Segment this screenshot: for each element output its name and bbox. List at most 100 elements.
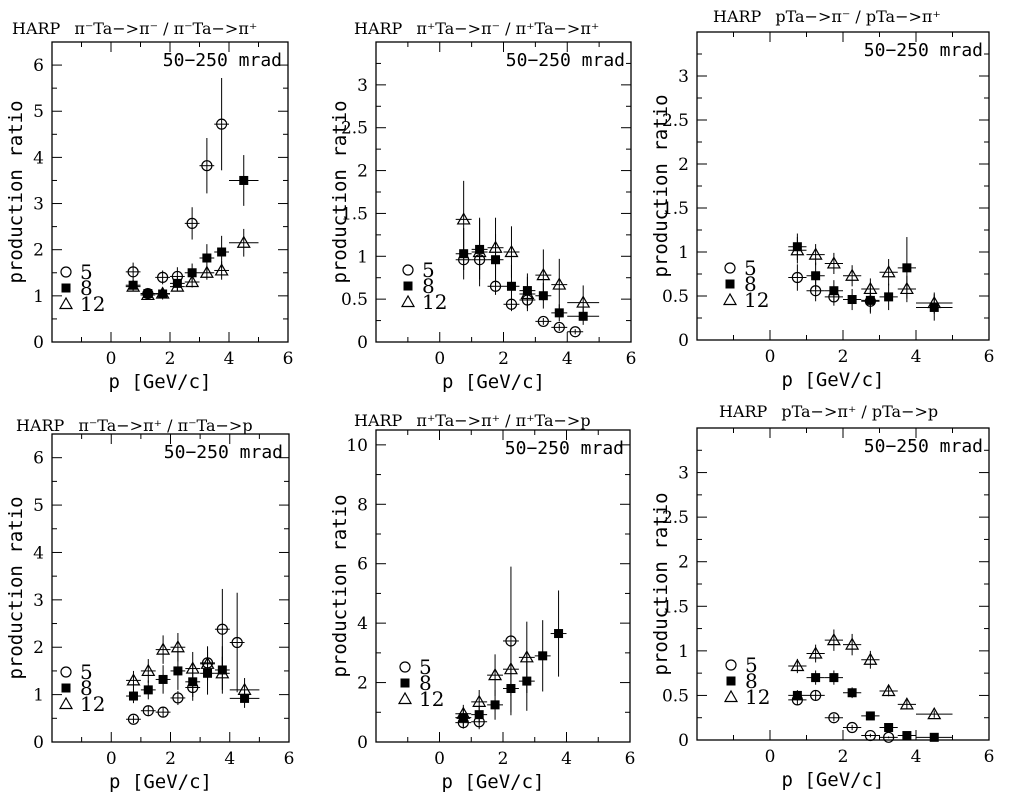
angle-annotation: 50−250 mrad [864, 40, 983, 61]
data-point [810, 689, 822, 702]
legend-symbol [61, 283, 71, 293]
y-tick-label: 2 [678, 553, 689, 573]
reaction-label: π⁺Ta−>π⁻ / π⁺Ta−>π⁺ [416, 19, 599, 38]
panel-title: HARP pTa−>π⁺ / pTa−>p [719, 402, 938, 421]
data-point [503, 661, 518, 675]
y-tick-label: 4 [33, 148, 44, 168]
y-tick-label: 6 [357, 555, 368, 575]
data-point [884, 292, 894, 302]
data-point [173, 666, 183, 676]
data-point [456, 706, 471, 719]
data-point [185, 274, 200, 288]
y-tick-label: 1 [678, 642, 689, 662]
data-point [157, 706, 169, 718]
plot-frame [696, 31, 990, 341]
series-12 [788, 237, 953, 314]
legend-symbol [402, 264, 414, 276]
x-tick-label: 4 [911, 347, 922, 367]
reaction-label: π⁻Ta−>π⁻ / π⁻Ta−>π⁺ [74, 19, 257, 38]
experiment-label: HARP [354, 411, 403, 430]
x-tick-label: 6 [984, 347, 995, 367]
legend-label: 5 [422, 258, 435, 282]
y-tick-label: 0.5 [341, 290, 368, 310]
plot-frame [375, 41, 632, 343]
y-tick-label: 0.5 [662, 686, 689, 706]
data-point [140, 287, 155, 301]
y-axis-label: production ratio [650, 492, 672, 675]
data-point [826, 256, 841, 269]
data-point [239, 175, 249, 185]
data-point [845, 637, 860, 650]
legend-label: 12 [745, 685, 770, 709]
data-point [811, 673, 821, 683]
y-tick-label: 2.5 [662, 508, 689, 528]
legend-label: 8 [80, 276, 93, 300]
legend-symbol [725, 659, 737, 671]
y-tick-label: 6 [33, 449, 44, 469]
x-axis-label: p [GeV/c] [782, 369, 885, 391]
legend-label: 8 [745, 669, 758, 693]
data-point [520, 286, 535, 300]
legend-label: 12 [80, 692, 105, 716]
panel-6: HARP pTa−>π⁺ / pTa−>p 50−250 mrad 0 2 4 6 0 0.5 1… [650, 402, 994, 791]
reaction-label: pTa−>π⁻ / pTa−>π⁺ [775, 7, 941, 26]
data-point [828, 712, 840, 724]
x-tick-label: 6 [625, 749, 636, 769]
series-8 [788, 670, 953, 742]
x-tick-label: 6 [984, 747, 995, 767]
data-point [883, 731, 895, 743]
angle-annotation: 50−250 mrad [506, 50, 625, 71]
y-axis-label: production ratio [5, 496, 27, 679]
data-point [490, 700, 500, 710]
data-point [811, 271, 821, 281]
data-point [456, 212, 471, 225]
data-point [899, 281, 914, 295]
data-point [127, 713, 140, 725]
x-tick-label: 6 [626, 349, 637, 369]
y-tick-label: 5 [33, 496, 44, 516]
legend-symbol [60, 666, 72, 678]
x-tick-label: 4 [224, 349, 235, 369]
x-tick-label: 6 [283, 349, 294, 369]
legend-symbol [725, 279, 735, 289]
data-point [202, 253, 212, 263]
data-point [126, 673, 141, 686]
data-point [929, 732, 939, 742]
data-point [127, 266, 139, 278]
y-tick-label: 0 [678, 331, 689, 351]
y-tick-label: 5 [33, 102, 44, 122]
x-tick-label: 0 [434, 749, 445, 769]
data-point [569, 326, 581, 338]
y-tick-label: 1.5 [662, 199, 689, 219]
x-axis-label: p [GeV/c] [109, 771, 212, 793]
y-tick-label: 2.5 [341, 119, 368, 139]
data-point [865, 711, 875, 721]
legend-label: 5 [744, 256, 757, 280]
panel-5: HARP π⁺Ta−>π⁺ / π⁺Ta−>p 50−250 mrad 0 2 4 6 0 2 4… [329, 411, 635, 793]
data-point [863, 652, 878, 665]
data-point [790, 658, 805, 672]
y-axis-label: production ratio [650, 94, 672, 277]
x-tick-label: 4 [561, 749, 572, 769]
data-point [216, 118, 228, 130]
angle-annotation: 50−250 mrad [864, 436, 983, 457]
y-tick-label: 3 [33, 195, 44, 215]
data-point [158, 674, 168, 684]
x-tick-label: 2 [165, 349, 176, 369]
data-point [576, 295, 591, 308]
y-tick-label: 1 [357, 247, 368, 267]
data-point [472, 244, 487, 258]
data-point [170, 279, 185, 292]
legend-symbol [403, 281, 413, 291]
data-point [215, 666, 230, 679]
x-tick-label: 0 [106, 749, 117, 769]
experiment-label: HARP [12, 19, 61, 38]
data-point [216, 623, 228, 635]
legend-symbol [399, 661, 411, 673]
panel-title: HARP π⁺Ta−>π⁻ / π⁺Ta−>π⁺ [354, 19, 599, 38]
y-tick-label: 3 [33, 591, 44, 611]
x-tick-label: 0 [765, 347, 776, 367]
data-point [536, 267, 551, 281]
y-tick-label: 4 [33, 543, 44, 563]
data-point [504, 244, 519, 258]
